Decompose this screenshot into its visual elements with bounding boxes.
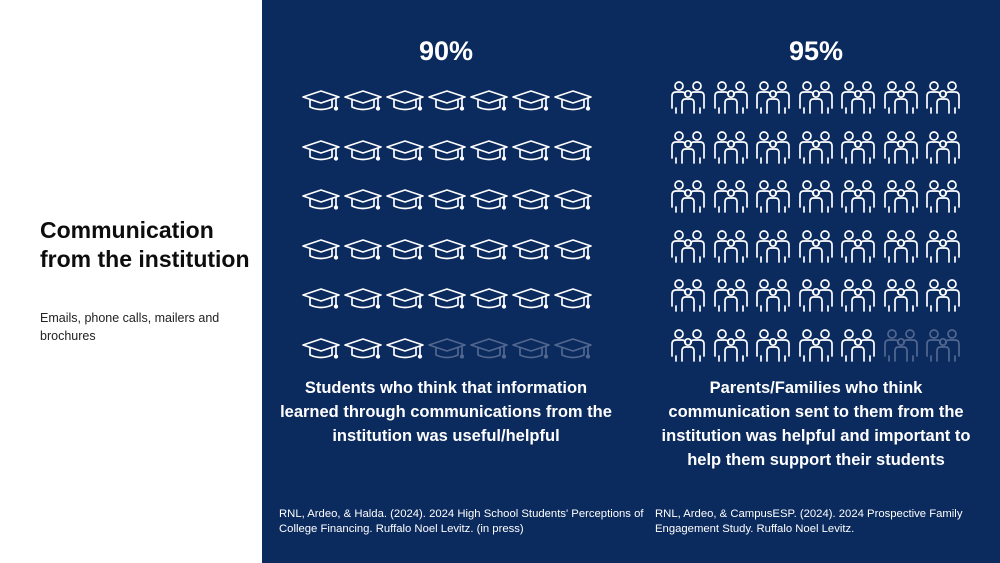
- family-icon-filled: [756, 180, 790, 213]
- family-icon-filled: [798, 180, 833, 213]
- graduation-cap-icon-filled: [302, 337, 340, 359]
- family-icon-filled: [883, 81, 918, 114]
- family-icon-filled: [841, 229, 875, 263]
- graduation-cap-icon-filled: [302, 189, 340, 210]
- graduation-cap-icon-filled: [554, 288, 592, 309]
- family-icon-filled: [671, 180, 705, 213]
- families-citation: RNL, Ardeo, & CampusESP. (2024). 2024 Pr…: [655, 508, 963, 535]
- graduation-cap-icon-filled: [428, 238, 466, 260]
- graduation-cap-icon-filled: [386, 139, 424, 161]
- graduation-cap-icon-filled: [386, 189, 424, 210]
- graduation-cap-icon-filled: [344, 337, 382, 359]
- graduation-cap-icon-filled: [554, 189, 592, 210]
- family-icon-filled: [671, 229, 705, 263]
- family-icon-filled: [798, 279, 833, 312]
- graduation-cap-icon-filled: [428, 189, 466, 210]
- family-icon-filled: [883, 130, 918, 164]
- family-icon-filled: [926, 180, 960, 213]
- family-icon-filled: [926, 279, 960, 312]
- graduation-cap-icon-filled: [302, 288, 340, 309]
- graduation-cap-icon-unfilled: [470, 337, 508, 359]
- family-icon-unfilled: [883, 328, 918, 362]
- family-icon-filled: [883, 229, 918, 263]
- family-icon-filled: [756, 81, 790, 114]
- graduation-cap-icon-unfilled: [428, 337, 466, 359]
- family-icon-filled: [841, 180, 875, 213]
- left-title-area: Communication from the institution Email…: [0, 0, 262, 563]
- graduation-cap-icon-filled: [386, 337, 424, 359]
- family-icon-filled: [756, 279, 790, 312]
- family-icon-filled: [671, 130, 705, 164]
- graduation-cap-icon-unfilled: [554, 337, 592, 359]
- graduation-cap-icon-filled: [428, 139, 466, 161]
- family-icon-filled: [713, 229, 748, 263]
- graduation-cap-icon-filled: [512, 189, 550, 210]
- graduation-cap-icon-filled: [428, 288, 466, 309]
- students-description: Students who think that information lear…: [280, 379, 612, 445]
- graduation-cap-icon-filled: [470, 189, 508, 210]
- family-icon-filled: [841, 279, 875, 312]
- graduation-cap-icon-filled: [344, 90, 382, 111]
- graduation-cap-icon-filled: [470, 288, 508, 309]
- graduation-cap-icon-filled: [344, 139, 382, 161]
- graduation-cap-icon-filled: [512, 139, 550, 161]
- graduation-cap-icon-filled: [302, 90, 340, 111]
- family-icon-filled: [883, 279, 918, 312]
- graduation-cap-icon-filled: [470, 139, 508, 161]
- family-icon-filled: [756, 130, 790, 164]
- students-citation: RNL, Ardeo, & Halda. (2024). 2024 High S…: [279, 508, 644, 535]
- family-icon-filled: [841, 130, 875, 164]
- graduation-cap-icon-filled: [344, 288, 382, 309]
- graduation-cap-icon-filled: [302, 238, 340, 260]
- graduation-cap-icon-filled: [302, 139, 340, 161]
- family-icon-filled: [671, 81, 705, 114]
- family-icon-filled: [798, 81, 833, 114]
- family-icon-filled: [926, 229, 960, 263]
- family-icon-unfilled: [926, 328, 960, 362]
- graduation-cap-icon-filled: [386, 288, 424, 309]
- family-icon-filled: [713, 81, 748, 114]
- graduation-cap-icon-filled: [470, 90, 508, 111]
- family-icon-filled: [798, 130, 833, 164]
- family-icon-filled: [798, 229, 833, 263]
- graduation-cap-icon-filled: [344, 238, 382, 260]
- family-icon-filled: [841, 81, 875, 114]
- graduation-cap-icon-filled: [512, 238, 550, 260]
- slide-subtitle: Emails, phone calls, mailers and brochur…: [40, 311, 220, 343]
- family-icon-filled: [756, 328, 790, 362]
- family-icon-filled: [926, 130, 960, 164]
- family-icon-filled: [713, 180, 748, 213]
- students-percent-label: 90%: [418, 36, 474, 66]
- family-icon-filled: [671, 328, 705, 362]
- family-icon-filled: [756, 229, 790, 263]
- graduation-cap-icon-unfilled: [512, 337, 550, 359]
- family-icon-filled: [926, 81, 960, 114]
- graduation-cap-icon-filled: [554, 139, 592, 161]
- family-icon-filled: [883, 180, 918, 213]
- graduation-cap-icon-filled: [344, 189, 382, 210]
- graduation-cap-icon-filled: [386, 238, 424, 260]
- graduation-cap-icon-filled: [554, 90, 592, 111]
- family-icon-filled: [713, 279, 748, 312]
- family-icon-filled: [713, 328, 748, 362]
- family-icon-filled: [798, 328, 833, 362]
- graduation-cap-icon-filled: [512, 288, 550, 309]
- graduation-cap-icon-filled: [554, 238, 592, 260]
- graduation-cap-icon-filled: [470, 238, 508, 260]
- stats-panel: [262, 0, 1000, 563]
- slide-title: Communication from the institution: [40, 217, 250, 272]
- families-percent-label: 95%: [788, 36, 844, 66]
- family-icon-filled: [671, 279, 705, 312]
- graduation-cap-icon-filled: [386, 90, 424, 111]
- graduation-cap-icon-filled: [512, 90, 550, 111]
- family-icon-filled: [841, 328, 875, 362]
- families-description: Parents/Families who think communication…: [661, 379, 971, 469]
- family-icon-filled: [713, 130, 748, 164]
- graduation-cap-icon-filled: [428, 90, 466, 111]
